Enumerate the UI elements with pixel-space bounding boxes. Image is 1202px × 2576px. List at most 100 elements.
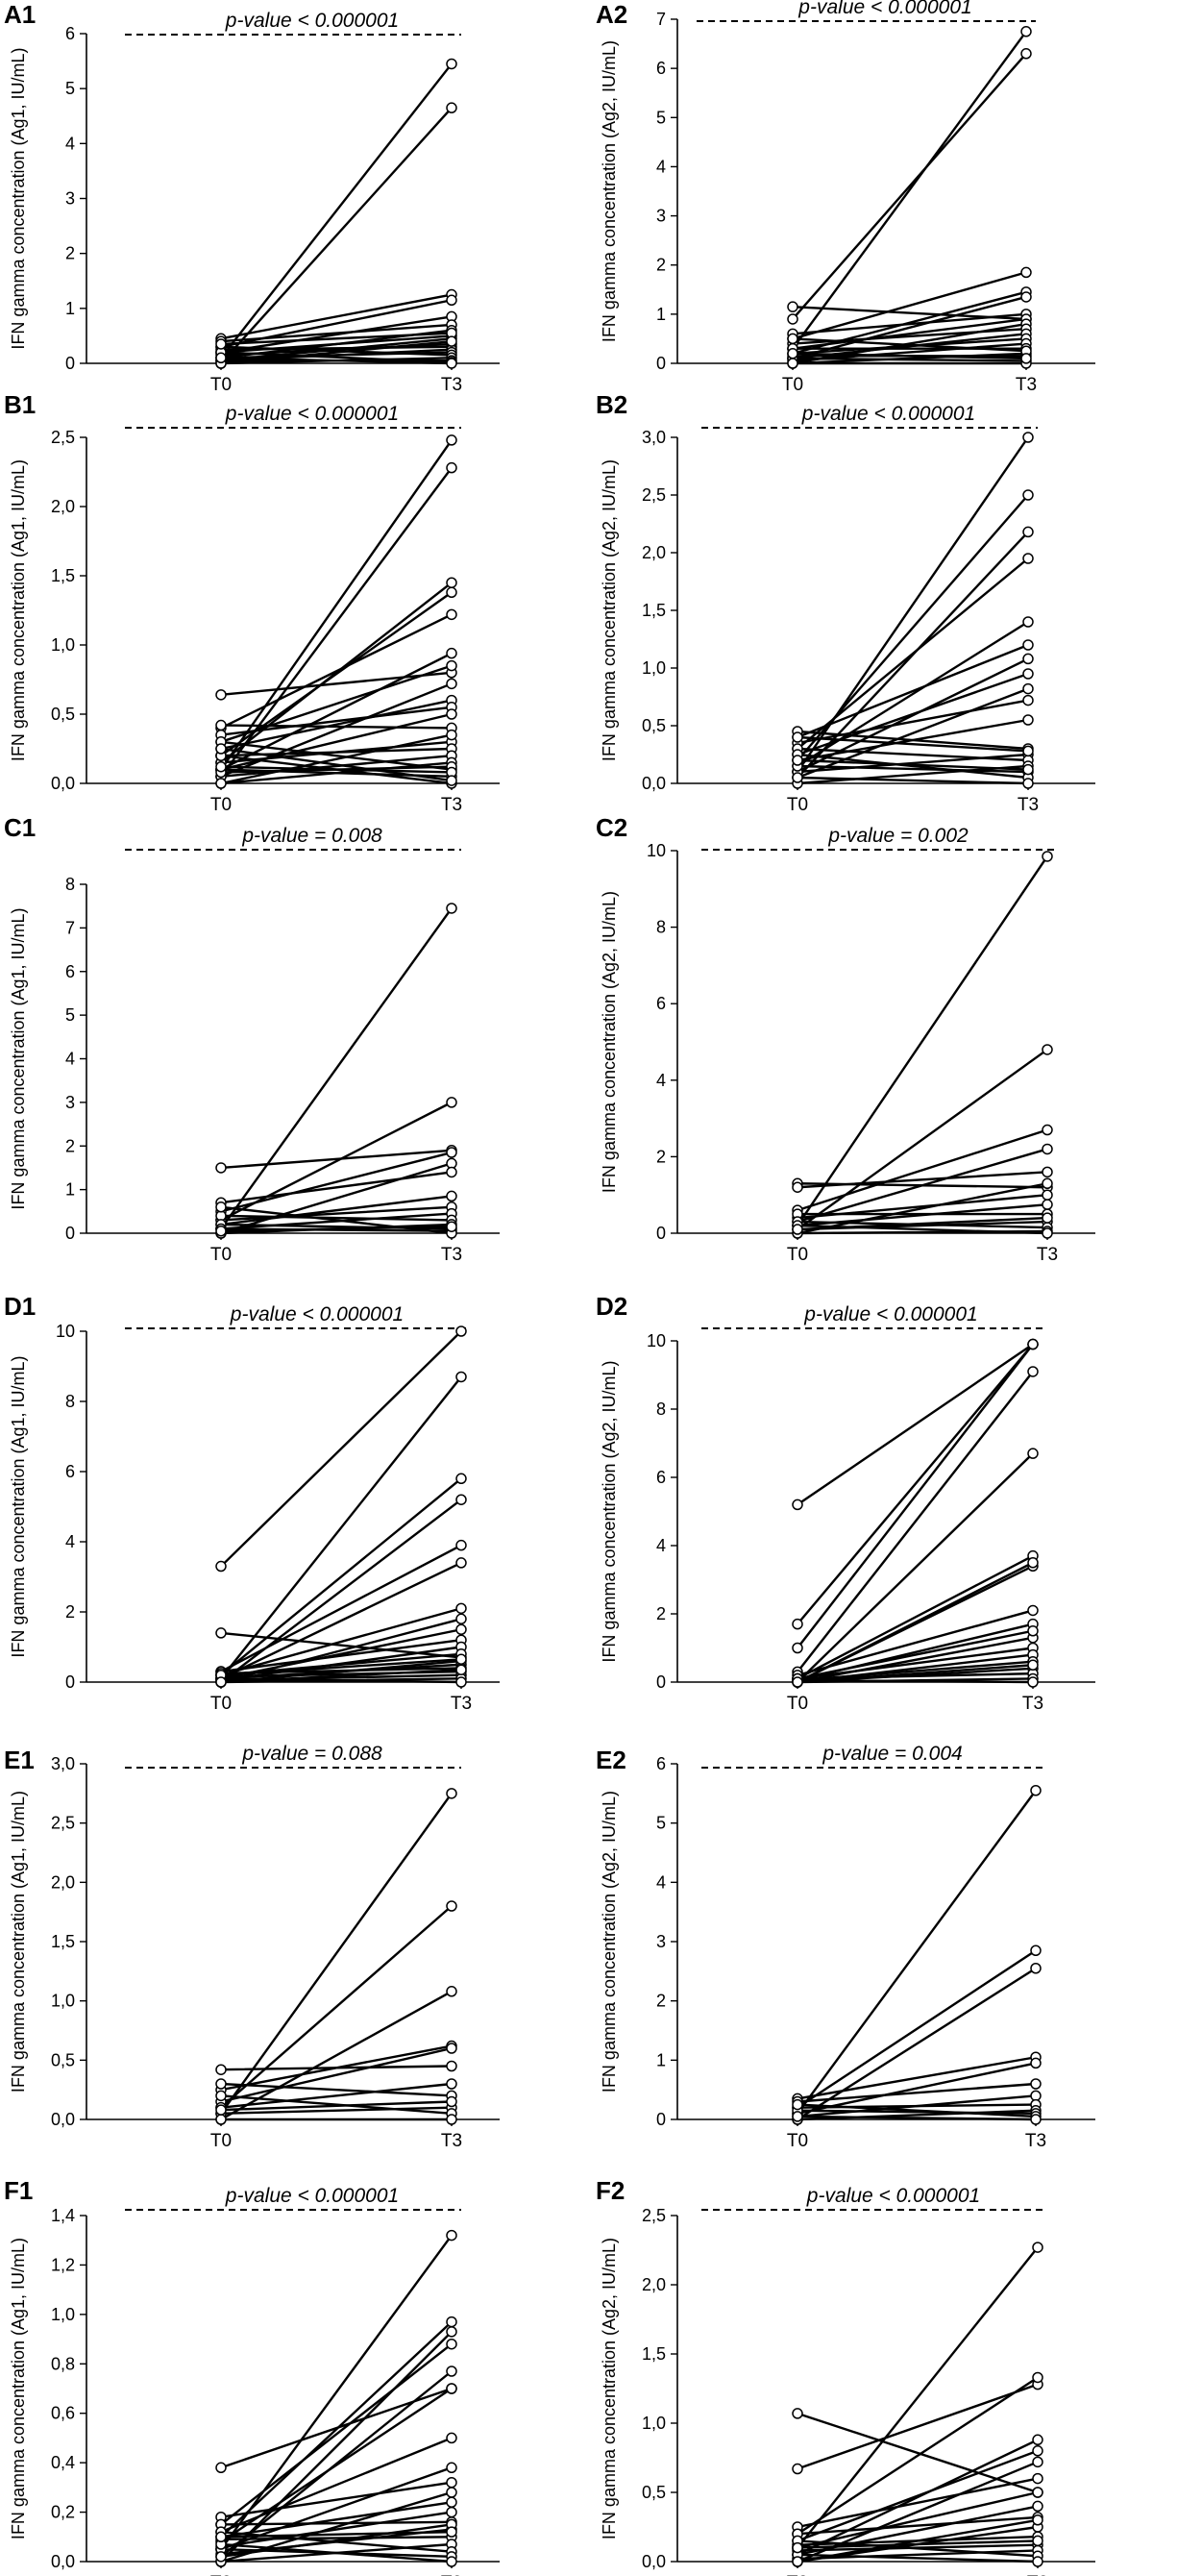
subject-line <box>219 1195 454 1226</box>
point-t3 <box>446 586 457 599</box>
subject-line <box>219 332 454 346</box>
point-t3 <box>446 729 457 741</box>
point-t3 <box>446 434 457 446</box>
point-t3 <box>1020 291 1032 303</box>
point-t3 <box>1022 668 1034 680</box>
subject-line <box>219 724 454 730</box>
x-category-label: T0 <box>782 375 803 395</box>
subject-line <box>796 1672 1035 1680</box>
subject-line <box>796 758 1030 771</box>
point-t3 <box>455 1676 467 1688</box>
point-t3 <box>1022 526 1034 538</box>
point-t0 <box>215 2114 227 2125</box>
point-t0 <box>215 2462 227 2474</box>
point-t3 <box>1022 616 1034 628</box>
y-tick-label: 8 <box>656 1399 666 1419</box>
y-tick-label: 0 <box>656 1224 666 1243</box>
point-t0 <box>792 1676 803 1688</box>
point-t0 <box>792 1224 803 1235</box>
subject-line <box>219 1669 463 1684</box>
panel-label: D2 <box>596 1292 627 1321</box>
subject-line <box>219 1607 463 1676</box>
point-t3 <box>1027 1604 1039 1617</box>
x-category-label: T3 <box>441 2131 462 2151</box>
p-value-label: p-value < 0.000001 <box>803 1303 977 1325</box>
y-tick-label: 0,0 <box>51 2552 75 2571</box>
subject-line <box>219 613 454 730</box>
point-t3 <box>1030 1785 1042 1796</box>
p-value-label: p-value < 0.000001 <box>801 403 975 425</box>
panel-c1: C1 p-value = 0.008 0 1 2 3 4 5 6 7 8 T0 T3 IFN gamma … <box>4 813 500 1265</box>
panel-label: C2 <box>596 813 627 842</box>
subject-line <box>796 2062 1038 2116</box>
y-tick-label: 1,5 <box>642 2344 666 2364</box>
y-tick-label: 2,0 <box>642 543 666 562</box>
subject-line <box>796 1609 1035 1677</box>
panel-a2: A2 p-value < 0.000001 0 1 2 3 4 5 6 7 T0 T3 IFN gamm… <box>596 0 1095 395</box>
point-t0 <box>215 778 227 789</box>
y-axis-label: IFN gamma concentration (Ag2, IU/mL) <box>600 1360 619 1662</box>
point-t0 <box>215 743 227 755</box>
point-t0 <box>215 719 227 731</box>
y-tick-label: 3,0 <box>51 1754 75 1773</box>
y-tick-label: 2 <box>65 1602 75 1622</box>
subject-line <box>796 2245 1040 2549</box>
subject-line <box>796 1629 1035 1680</box>
subject-line <box>791 337 1028 353</box>
point-t3 <box>1020 26 1032 37</box>
y-tick-label: 2 <box>656 1604 666 1623</box>
subject-line <box>219 1225 454 1232</box>
point-t3 <box>446 2506 457 2518</box>
y-axis-label: IFN gamma concentration (Ag1, IU/mL) <box>9 1355 28 1657</box>
subject-line <box>219 293 454 340</box>
point-t0 <box>792 2098 803 2111</box>
subject-line <box>796 557 1030 751</box>
point-t0 <box>792 2111 803 2122</box>
point-t0 <box>792 772 803 783</box>
y-axis-label: IFN gamma concentration (Ag2, IU/mL) <box>600 459 619 761</box>
subject-line <box>796 699 1030 745</box>
y-axis-label: IFN gamma concentration (Ag1, IU/mL) <box>9 907 28 1209</box>
y-tick-label: 2 <box>65 244 75 263</box>
subject-line <box>219 2044 454 2092</box>
point-t3 <box>1022 639 1034 651</box>
subject-line <box>796 1048 1049 1231</box>
subject-line <box>796 2539 1040 2558</box>
subject-line <box>796 2490 1040 2549</box>
point-t0 <box>215 2551 227 2563</box>
point-t3 <box>1032 2456 1043 2468</box>
y-tick-label: 4 <box>656 157 666 176</box>
y-tick-label: 4 <box>65 1532 75 1551</box>
subject-line <box>791 352 1028 360</box>
y-tick-label: 1,0 <box>642 658 666 678</box>
y-tick-label: 2,0 <box>51 1872 75 1892</box>
point-t3 <box>446 2078 457 2090</box>
y-tick-label: 0 <box>65 1672 75 1692</box>
point-t0 <box>215 760 227 773</box>
subject-line <box>791 271 1028 340</box>
x-category-label: T0 <box>787 1694 808 1714</box>
point-t0 <box>792 2556 803 2567</box>
x-category-label: T3 <box>1027 2573 1048 2576</box>
point-t3 <box>446 2043 457 2054</box>
point-t0 <box>787 301 798 312</box>
point-t3 <box>1032 2556 1043 2567</box>
subject-line <box>791 317 1028 350</box>
point-t3 <box>446 2462 457 2474</box>
p-value-label: p-value < 0.000001 <box>225 10 399 32</box>
p-value-label: p-value < 0.000001 <box>225 2185 399 2207</box>
x-category-label: T0 <box>210 1245 232 1265</box>
subject-line <box>796 730 1030 751</box>
y-tick-label: 7 <box>65 918 75 937</box>
point-t3 <box>446 2229 457 2242</box>
point-t3 <box>1027 1676 1039 1688</box>
y-tick-label: 6 <box>656 1754 666 1773</box>
subject-line <box>791 337 1028 355</box>
subject-line <box>796 2439 1040 2557</box>
x-category-label: T3 <box>441 2573 462 2576</box>
subject-line <box>219 1214 454 1222</box>
subject-line <box>219 652 454 771</box>
point-t3 <box>1042 1044 1053 1055</box>
subject-line <box>219 2481 454 2518</box>
subject-line <box>791 30 1028 350</box>
